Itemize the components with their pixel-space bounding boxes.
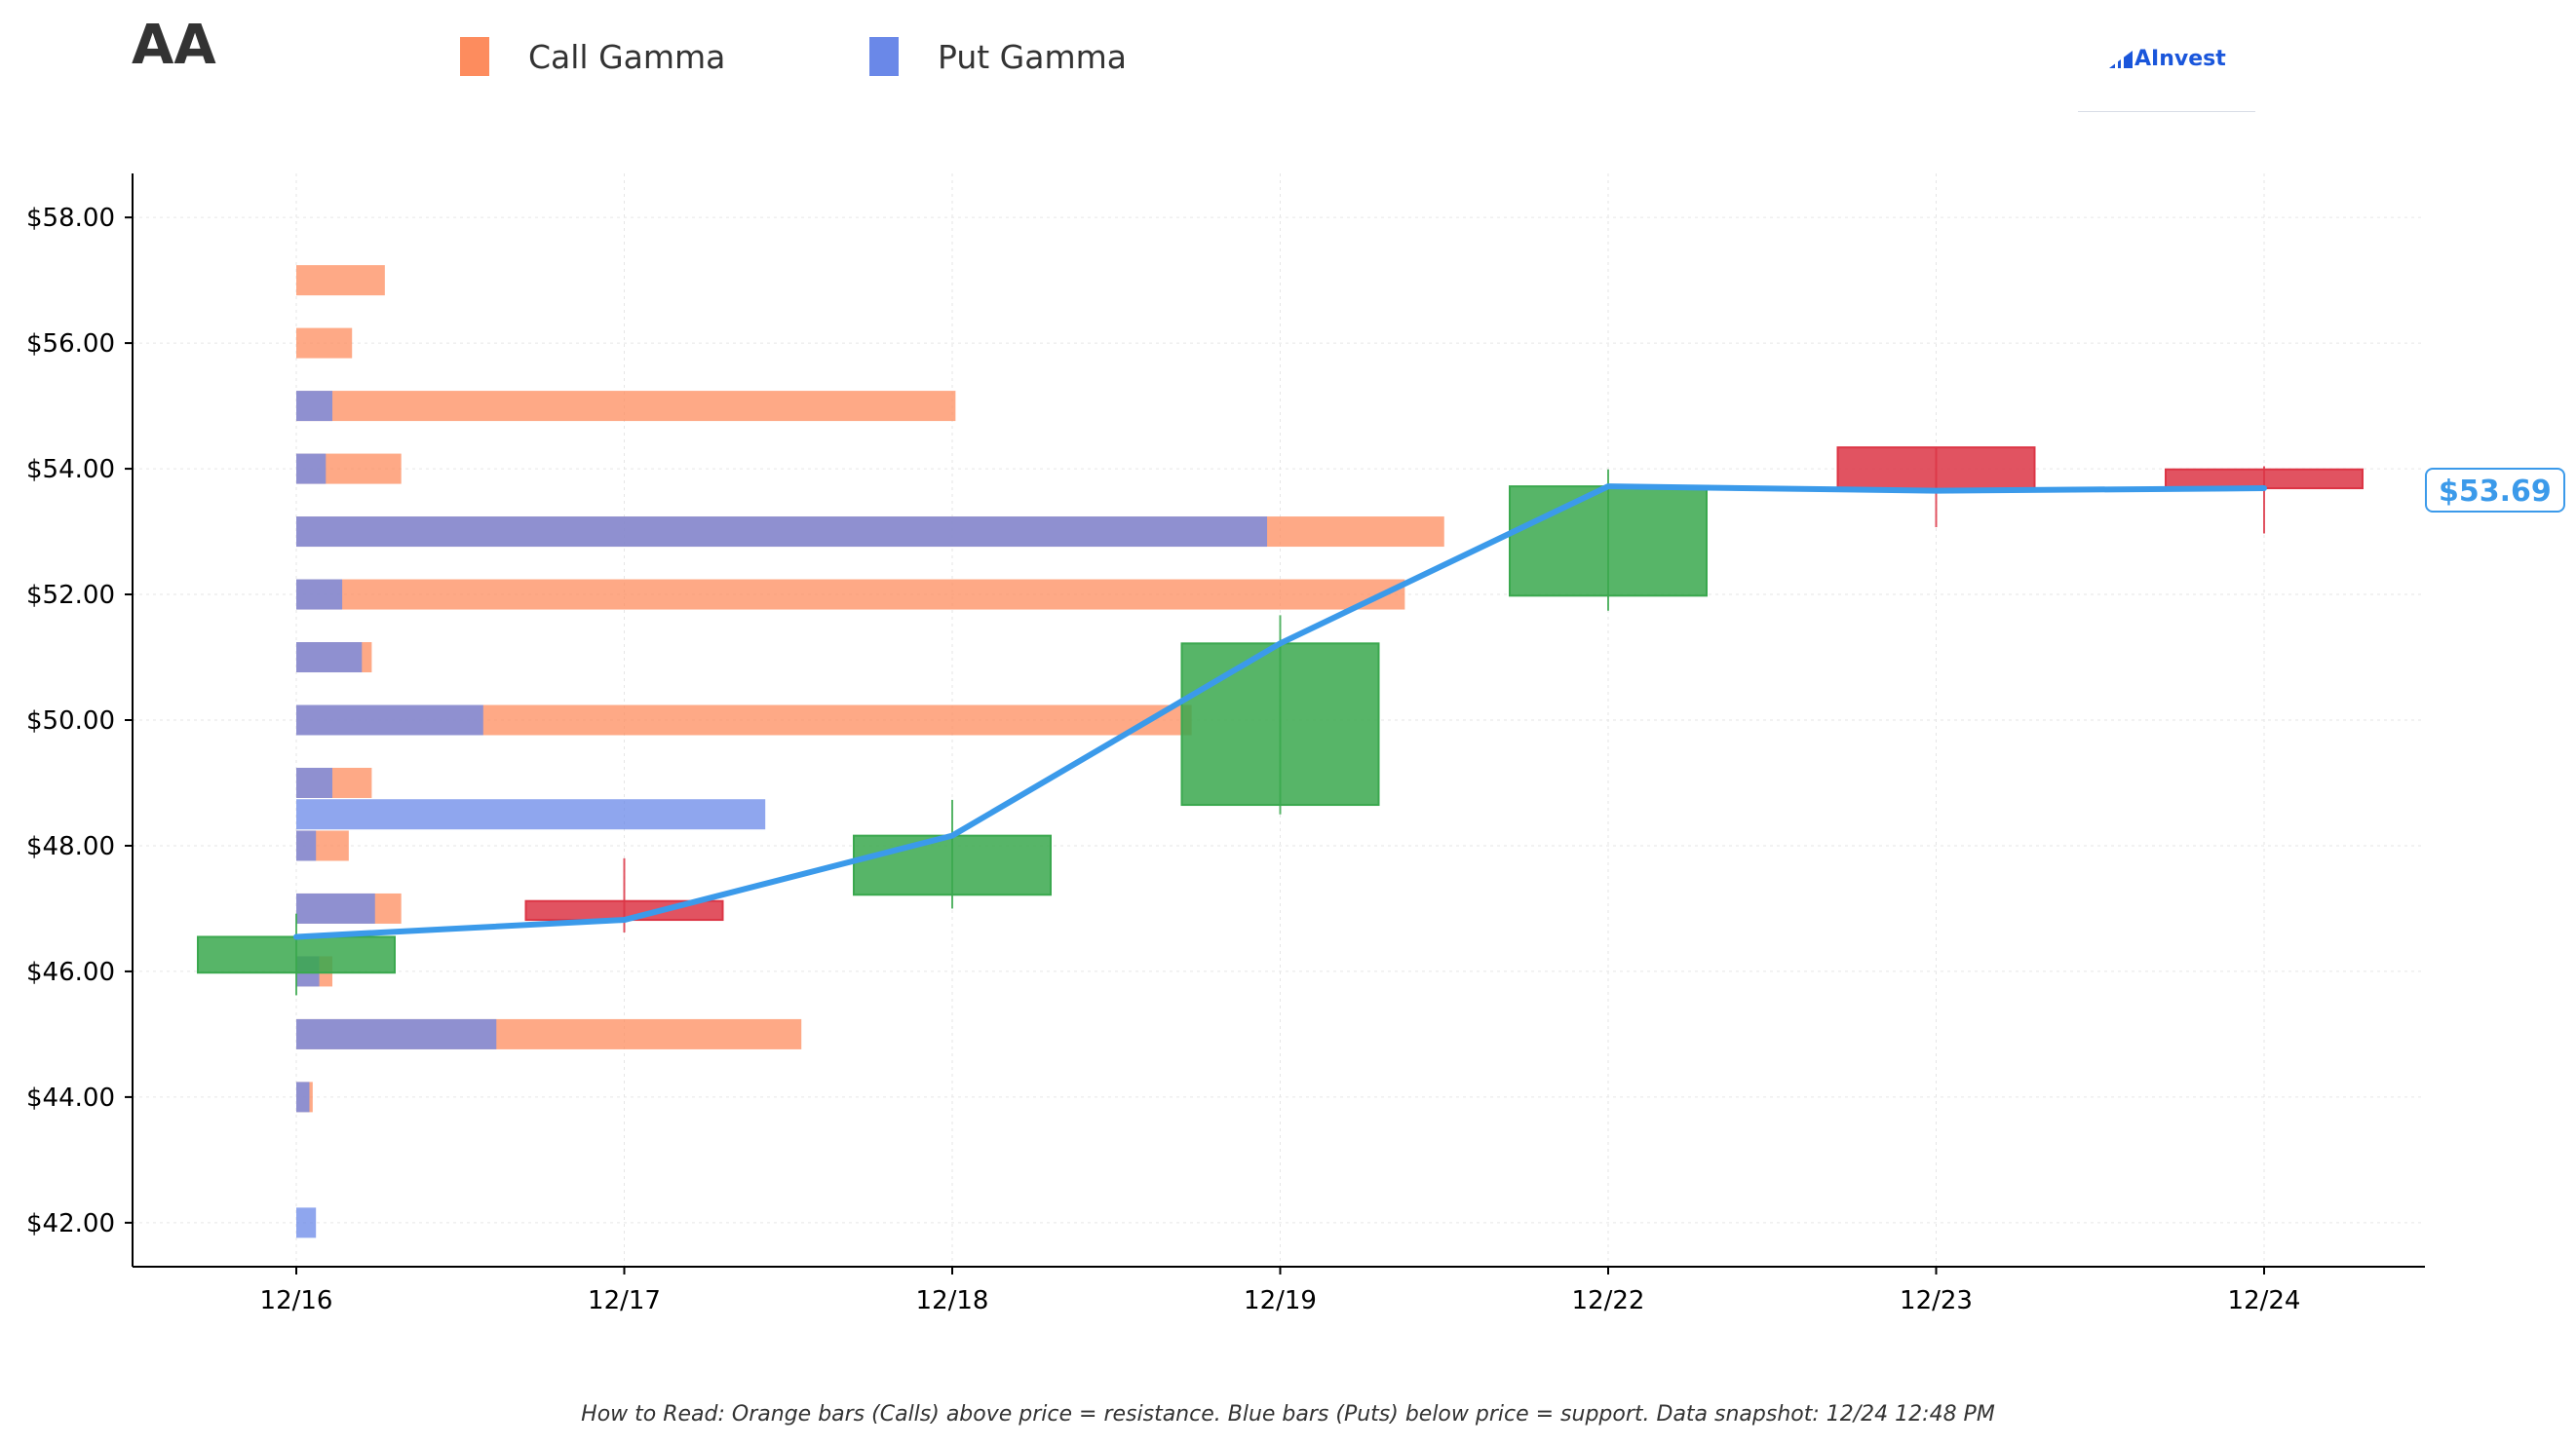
x-tick-label: 12/23 [1900,1286,1973,1315]
put-gamma-bar [296,1082,310,1113]
brand-divider [2078,111,2255,112]
legend-call-label: Call Gamma [528,37,726,76]
put-gamma-bar [296,1018,497,1049]
put-gamma-bar [296,893,375,924]
put-gamma-bar [296,453,327,484]
y-tick-label: $42.00 [26,1209,115,1238]
legend-call: Call Gamma [460,37,725,76]
call-gamma-bar [296,327,353,359]
call-gamma-bar [296,579,1405,610]
footnote: How to Read: Orange bars (Calls) above p… [581,1402,1995,1427]
y-tick-label: $48.00 [26,832,115,861]
y-tick-label: $52.00 [26,581,115,610]
candle-body [1836,446,2036,492]
last-price-badge: $53.69 [2425,468,2565,513]
put-gamma-bar [296,516,1268,548]
put-gamma-bar [296,830,317,861]
brand-name: AInvest [2134,47,2226,71]
y-tick-label: $50.00 [26,706,115,736]
close-price-line [293,483,2267,940]
put-gamma-bar [296,767,333,798]
y-tick-label: $44.00 [26,1084,115,1113]
ticker-title: AA [132,14,216,77]
put-gamma-bar [296,799,766,830]
x-tick-label: 12/18 [916,1286,989,1315]
call-gamma-bar [296,391,956,422]
candle-body [197,935,396,974]
x-tick-label: 12/16 [260,1286,333,1315]
legend-put-swatch [869,37,899,76]
candle-body [1509,485,1708,597]
put-gamma-bar [296,391,333,422]
x-tick-label: 12/17 [588,1286,661,1315]
x-tick-label: 12/24 [2228,1286,2301,1315]
x-tick-label: 12/22 [1572,1286,1645,1315]
put-gamma-bar [296,704,483,736]
legend-call-swatch [460,37,489,76]
call-gamma-bar [296,265,385,296]
brand-chart-icon [2109,50,2133,68]
legend-put-label: Put Gamma [938,37,1127,76]
candle-body [1180,642,1380,807]
candle-body [853,834,1052,896]
y-tick-label: $54.00 [26,455,115,484]
y-tick-label: $58.00 [26,204,115,233]
x-tick-label: 12/19 [1244,1286,1317,1315]
put-gamma-bar [296,579,343,610]
put-gamma-bar [296,1207,317,1238]
y-tick-label: $46.00 [26,958,115,987]
put-gamma-bar [296,642,363,673]
brand-logo: AInvest [2107,47,2226,71]
legend-put: Put Gamma [869,37,1127,76]
y-tick-label: $56.00 [26,329,115,359]
